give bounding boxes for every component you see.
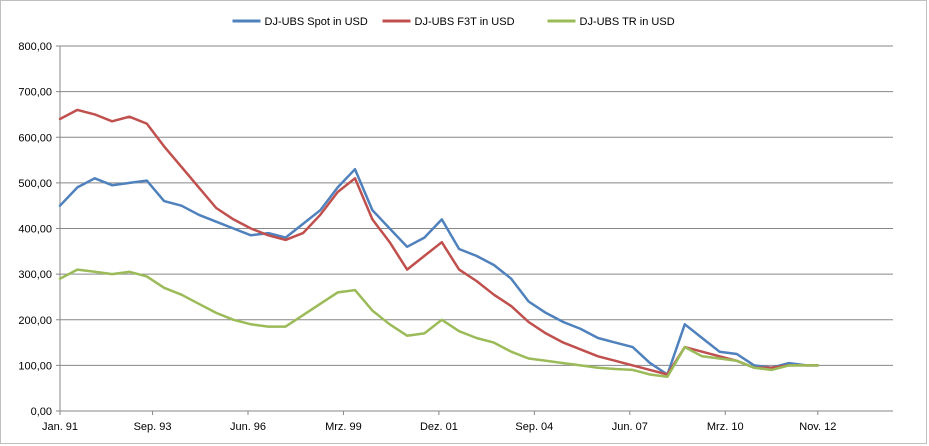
x-tick-label: Jan. 91 bbox=[42, 421, 78, 433]
x-tick-label: Mrz. 99 bbox=[325, 421, 362, 433]
series-line-3 bbox=[58, 268, 820, 379]
series-line-1 bbox=[58, 167, 820, 376]
legend-label-3: DJ-UBS TR in USD bbox=[580, 16, 675, 28]
legend: DJ-UBS Spot in USD DJ-UBS F3T in USD DJ-UB… bbox=[232, 16, 675, 28]
series-line-2 bbox=[58, 108, 820, 376]
x-tick-label: Jun. 96 bbox=[230, 421, 266, 433]
y-tick-label: 0,00 bbox=[31, 406, 52, 418]
legend-label-1: DJ-UBS Spot in USD bbox=[265, 16, 368, 28]
gridlines bbox=[60, 45, 893, 366]
y-tick-label: 300,00 bbox=[18, 269, 52, 281]
y-tick-label: 500,00 bbox=[18, 178, 52, 190]
legend-label-2: DJ-UBS F3T in USD bbox=[415, 16, 515, 28]
y-tick-label: 200,00 bbox=[18, 315, 52, 327]
y-tick-label: 600,00 bbox=[18, 132, 52, 144]
y-tick-label: 700,00 bbox=[18, 87, 52, 99]
x-tick-label: Jun. 07 bbox=[612, 421, 648, 433]
x-tick-label: Mrz. 10 bbox=[707, 421, 744, 433]
y-tick-label: 100,00 bbox=[18, 360, 52, 372]
series-lines bbox=[58, 108, 820, 379]
x-tick-label: Sep. 04 bbox=[515, 421, 553, 433]
x-tick-label: Nov. 12 bbox=[799, 421, 836, 433]
x-tick-label: Dez. 01 bbox=[420, 421, 458, 433]
axes: 0,00 100,00 200,00 300,00 400,00 500,00 600,00… bbox=[18, 41, 893, 433]
y-tick-label: 800,00 bbox=[18, 41, 52, 53]
x-tick-label: Sep. 93 bbox=[134, 421, 172, 433]
y-tick-label: 400,00 bbox=[18, 224, 52, 236]
